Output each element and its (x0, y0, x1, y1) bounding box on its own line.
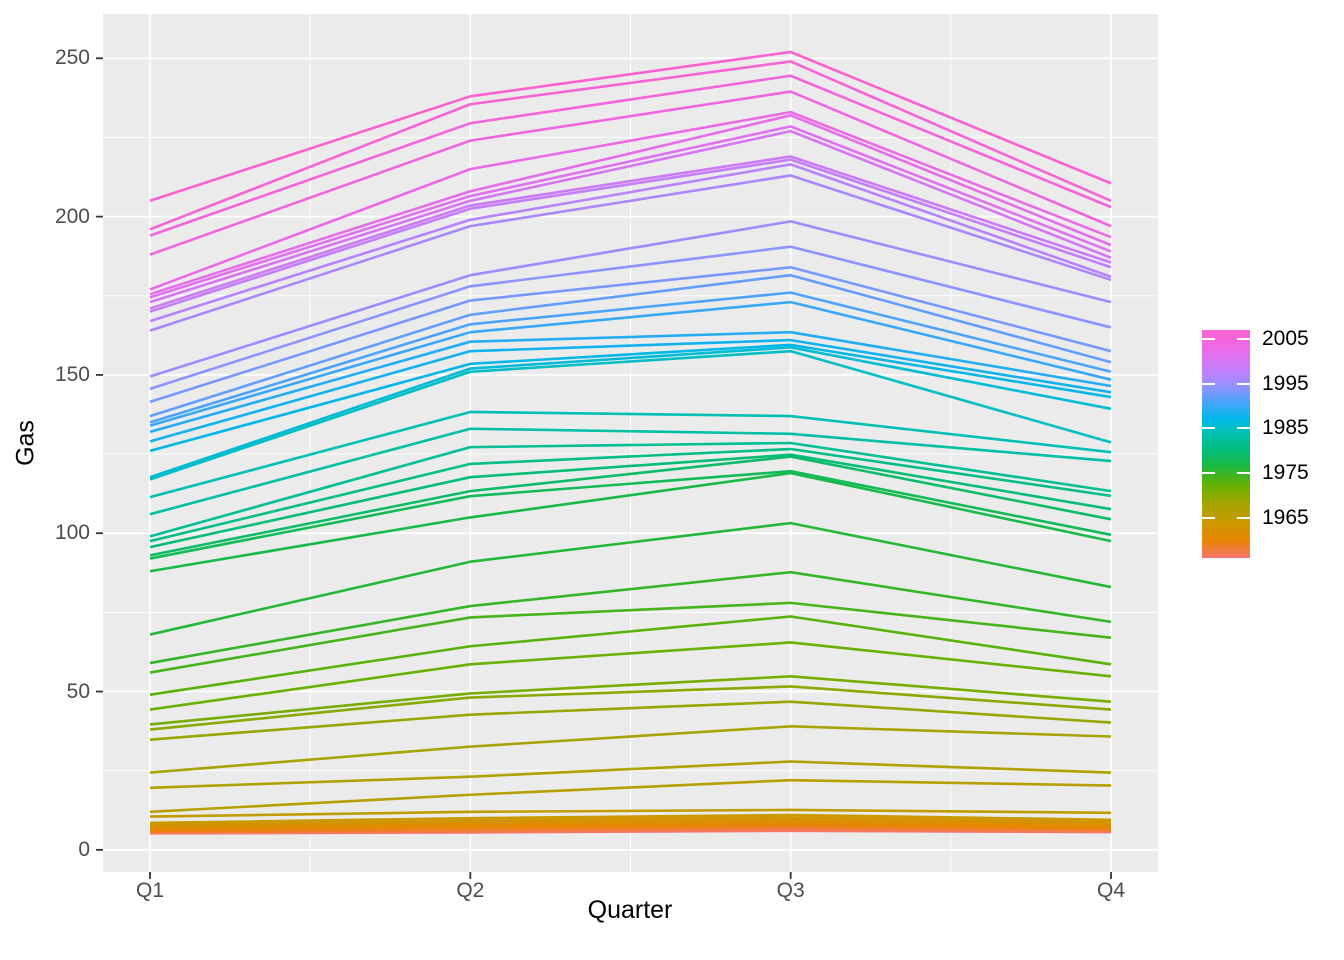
series-line (149, 349, 1112, 481)
series-line (149, 471, 1112, 573)
series-line (149, 110, 1112, 291)
legend-label: 2005 (1262, 326, 1309, 350)
series-line (149, 125, 1112, 299)
series-line (149, 700, 1112, 741)
series-line (149, 685, 1112, 731)
y-axis-title: Gas (11, 420, 40, 466)
x-axis-title: Quarter (587, 896, 673, 924)
series-line (149, 455, 1112, 557)
series-line (149, 521, 1112, 636)
series-line (149, 114, 1112, 296)
series-line (149, 813, 1112, 825)
series-line (149, 90, 1112, 256)
series-line (149, 820, 1112, 830)
legend-label: 1995 (1262, 371, 1309, 395)
legend-tick-mark (1202, 472, 1215, 475)
series-line (149, 74, 1112, 237)
series-line (149, 265, 1112, 404)
series-line (149, 441, 1112, 538)
series-line (149, 825, 1112, 833)
legend-tick-mark (1237, 337, 1250, 340)
series-line (149, 453, 1112, 549)
series-line (149, 410, 1112, 499)
series-line (149, 50, 1112, 203)
series-line (149, 675, 1112, 726)
series-line (149, 273, 1112, 418)
series-line (149, 163, 1112, 323)
series-line (149, 818, 1112, 829)
legend-tick-mark (1202, 382, 1215, 385)
x-tick-label: Q1 (135, 879, 164, 902)
series-line (149, 447, 1112, 543)
series-line (149, 778, 1112, 814)
series-line (149, 725, 1112, 774)
x-tick-label: Q3 (776, 879, 805, 902)
y-tick-label: 50 (66, 679, 90, 703)
y-tick-label: 100 (54, 521, 90, 545)
series-line (149, 427, 1112, 516)
series-line (149, 60, 1112, 231)
series-line (149, 601, 1112, 674)
series-line (149, 808, 1112, 818)
y-tick-label: 0 (78, 837, 90, 861)
legend-tick-mark (1237, 382, 1250, 385)
legend-label: 1985 (1262, 416, 1309, 440)
series-line (149, 760, 1112, 790)
legend-tick-mark (1202, 516, 1215, 519)
series-line (149, 155, 1112, 310)
series-line (149, 300, 1112, 427)
series-line (149, 469, 1112, 560)
series-line (149, 330, 1112, 434)
legend-tick-mark (1202, 427, 1215, 430)
legend-colorbar (1202, 330, 1250, 558)
legend-label: 1975 (1262, 461, 1309, 485)
x-tick-label: Q4 (1096, 879, 1125, 902)
series-line (149, 220, 1112, 378)
legend-tick-mark (1237, 472, 1250, 475)
series-line (149, 245, 1112, 391)
series-line (149, 291, 1112, 424)
series-line (149, 129, 1112, 304)
series-line (149, 343, 1112, 453)
series-line (149, 338, 1112, 443)
series-line (149, 823, 1112, 832)
series-line (149, 570, 1112, 665)
x-tick-label: Q2 (456, 879, 485, 902)
legend-tick-mark (1237, 516, 1250, 519)
y-tick-label: 250 (54, 46, 90, 70)
series-line (149, 816, 1112, 827)
series-line (149, 158, 1112, 313)
legend-label: 1965 (1262, 505, 1309, 529)
legend-tick-mark (1202, 337, 1215, 340)
series-line (149, 641, 1112, 711)
series-line (149, 174, 1112, 332)
series-line (149, 615, 1112, 696)
y-tick-label: 200 (54, 204, 90, 228)
series-line (149, 346, 1112, 479)
y-tick-label: 150 (54, 362, 90, 386)
legend-tick-mark (1237, 427, 1250, 430)
